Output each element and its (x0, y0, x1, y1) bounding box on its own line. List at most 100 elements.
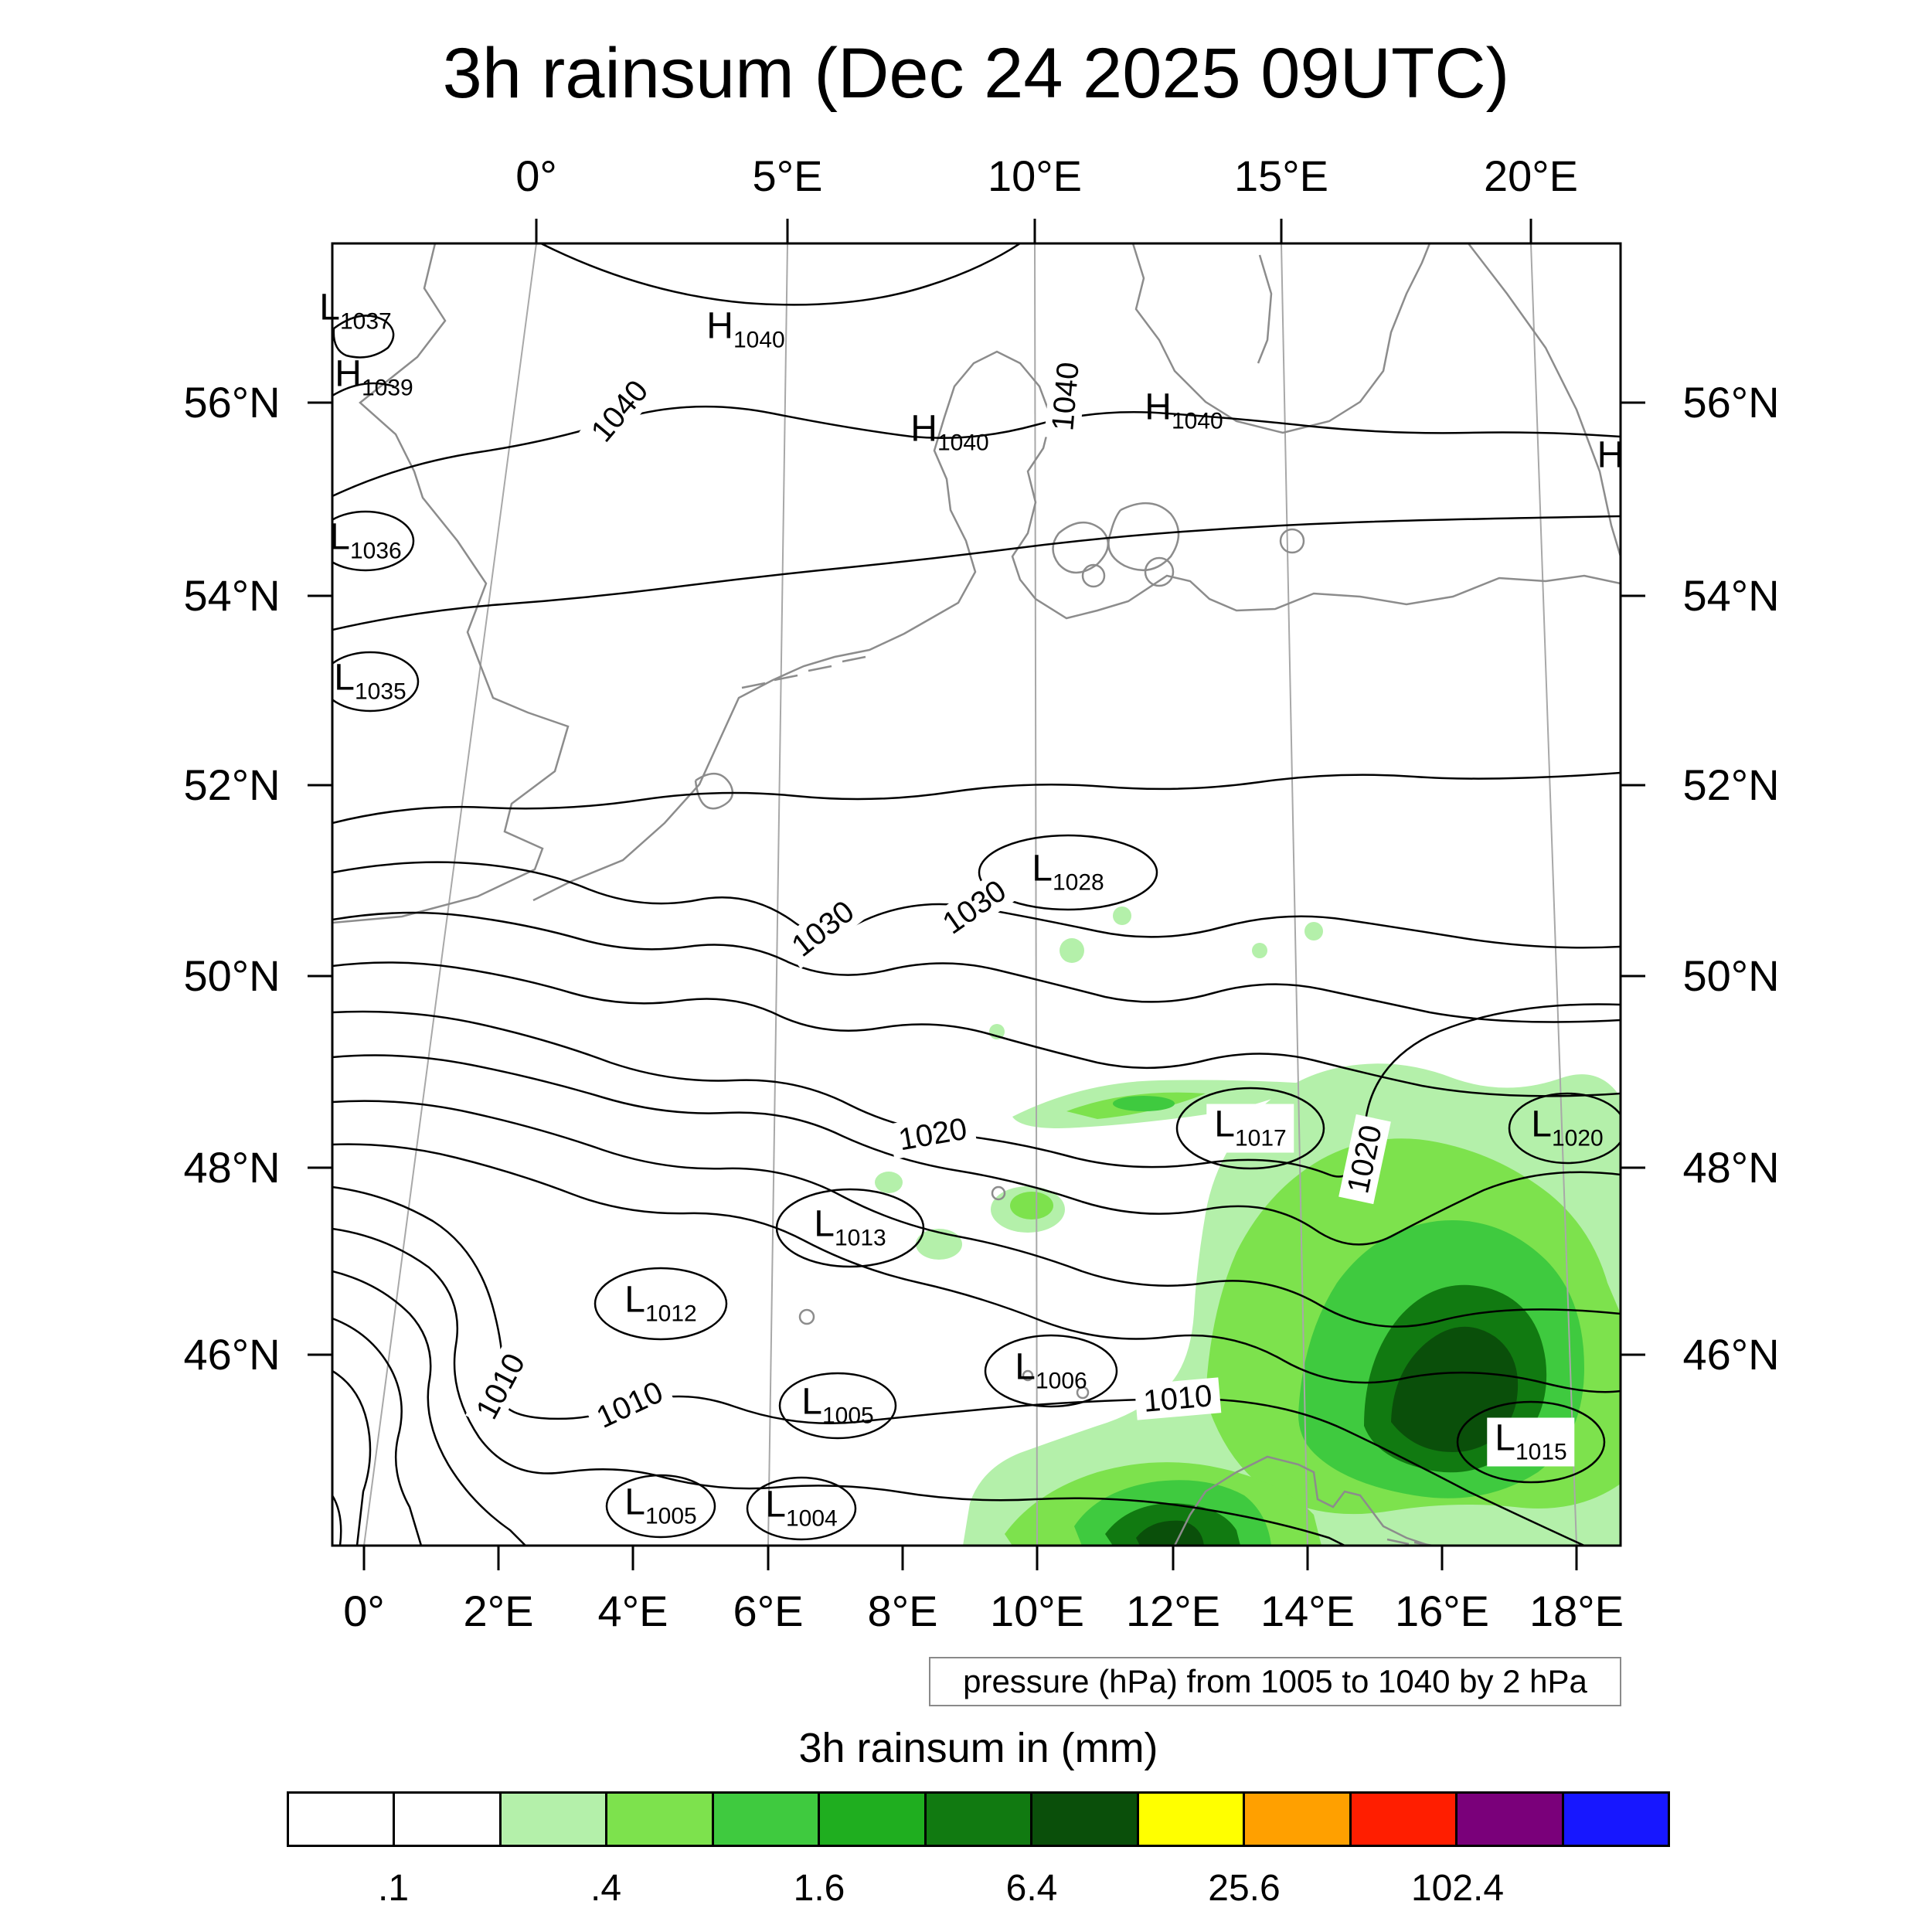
pressure-contours-layer (332, 243, 1621, 1546)
center-value: 1035 (354, 679, 406, 705)
center-value: 1005 (645, 1503, 697, 1529)
center-value: 1037 (339, 308, 392, 335)
pressure-center-H1040-a: H1040 (706, 308, 784, 352)
pressure-center-L1037: L1037 (319, 289, 392, 335)
pressure-center-L1036: L1036 (329, 519, 401, 563)
pressure-center-H1040-b: H1040 (910, 408, 989, 456)
legend-colorbar (287, 1791, 1670, 1847)
pressure-center-L1006: L1006 (1015, 1349, 1087, 1393)
pressure-caption: pressure (hPa) from 1005 to 1040 by 2 hP… (929, 1657, 1621, 1706)
pressure-center-H-edge: H (1597, 437, 1624, 481)
pressure-center-L1028: L1028 (1032, 848, 1104, 896)
center-value: 1012 (645, 1301, 697, 1327)
bottom-axis-tick: 8°E (867, 1587, 938, 1635)
center-value: 1004 (785, 1505, 838, 1532)
bottom-axis-tick: 18°E (1529, 1587, 1624, 1635)
legend-swatch (1138, 1794, 1246, 1845)
right-axis-tick: 48°N (1682, 1143, 1780, 1192)
pressure-caption-text: pressure (hPa) from 1005 to 1040 by 2 hP… (963, 1663, 1587, 1699)
center-value: 1020 (1551, 1125, 1604, 1151)
legend-swatch (926, 1794, 1033, 1845)
center-letter: L (1214, 1104, 1235, 1145)
top-axis-tick: 0° (515, 151, 557, 200)
legend-tick-label: .1 (377, 1868, 410, 1909)
top-axis-tick: 20°E (1483, 151, 1579, 200)
center-letter: L (814, 1203, 835, 1245)
legend-swatch (713, 1794, 821, 1845)
center-value: 1006 (1035, 1368, 1087, 1394)
bottom-axis-tick: 10°E (989, 1587, 1085, 1635)
center-letter: L (1032, 848, 1053, 889)
legend-swatch (1458, 1794, 1564, 1845)
legend-tick-label: 6.4 (1005, 1868, 1058, 1909)
pressure-center-L1005-a: L1005 (801, 1381, 874, 1429)
top-axis-tick: 15°E (1233, 151, 1329, 200)
center-letter: H (706, 305, 733, 347)
pressure-center-H1040-c: H1040 (1145, 389, 1223, 434)
coastlines-layer (332, 243, 1621, 1546)
bottom-axis-tick: 12°E (1125, 1587, 1221, 1635)
legend-tick-label: 102.4 (1410, 1868, 1505, 1909)
center-letter: H (1597, 434, 1624, 476)
center-letter: L (1531, 1104, 1552, 1145)
center-value: 1013 (834, 1225, 886, 1251)
center-letter: L (334, 657, 355, 699)
center-letter: H (1145, 386, 1172, 428)
center-value: 1028 (1052, 869, 1104, 896)
pressure-center-L1015: L1015 (1487, 1417, 1575, 1467)
center-letter: L (624, 1279, 645, 1321)
right-axis-tick: 56°N (1682, 378, 1780, 427)
center-value: 1017 (1234, 1125, 1287, 1151)
center-letter: H (335, 353, 362, 395)
legend-tick-label: 25.6 (1208, 1868, 1281, 1909)
left-axis-tick: 50°N (183, 951, 281, 1000)
legend-swatch (820, 1794, 927, 1845)
left-axis-tick: 48°N (183, 1143, 281, 1192)
contour-label-1040: 1040 (1044, 352, 1087, 440)
pressure-center-L1005-b: L1005 (624, 1481, 697, 1529)
left-axis-tick: 46°N (183, 1330, 281, 1379)
pressure-center-L1035: L1035 (334, 657, 406, 705)
center-letter: L (801, 1381, 822, 1423)
chart-title: 3h rainsum (Dec 24 2025 09UTC) (442, 34, 1510, 113)
right-axis-tick: 46°N (1682, 1330, 1780, 1379)
center-value: 1039 (361, 375, 413, 401)
left-axis-tick: 54°N (183, 571, 281, 620)
legend-swatch (1563, 1794, 1668, 1845)
legend-swatch (501, 1794, 608, 1845)
pressure-center-L1004: L1004 (765, 1484, 838, 1532)
center-letter: L (1495, 1417, 1515, 1459)
pressure-center-H1039: H1039 (335, 353, 413, 401)
right-axis-tick: 52°N (1682, 760, 1780, 809)
legend-swatch (1351, 1794, 1458, 1845)
legend-tick-label: .4 (590, 1868, 622, 1909)
legend-swatch (289, 1794, 396, 1845)
left-axis-tick: 56°N (183, 378, 281, 427)
center-value: 1005 (821, 1403, 874, 1429)
bottom-axis-tick: 14°E (1260, 1587, 1355, 1635)
center-letter: L (1015, 1346, 1036, 1388)
pressure-center-L1012: L1012 (624, 1279, 697, 1327)
center-value: 1040 (733, 327, 785, 353)
right-axis-tick: 50°N (1682, 951, 1780, 1000)
center-value: 1036 (349, 538, 402, 564)
pressure-center-L1020: L1020 (1531, 1104, 1604, 1151)
legend-swatch (1245, 1794, 1352, 1845)
legend-swatch (607, 1794, 714, 1845)
center-letter: H (910, 408, 937, 450)
center-letter: L (624, 1481, 645, 1523)
center-value: 1040 (937, 430, 989, 456)
bottom-axis-tick: 6°E (733, 1587, 804, 1635)
center-letter: L (765, 1484, 786, 1526)
map-frame (308, 219, 1645, 1570)
pressure-center-L1013: L1013 (814, 1206, 886, 1250)
contour-label-1010: 1010 (1134, 1377, 1222, 1420)
left-axis-tick: 52°N (183, 760, 281, 809)
legend-title: 3h rainsum in (mm) (798, 1725, 1158, 1771)
center-letter: L (329, 516, 350, 558)
center-value: 1040 (1171, 408, 1223, 434)
bottom-axis-tick: 16°E (1394, 1587, 1490, 1635)
top-axis-tick: 10°E (987, 151, 1083, 200)
